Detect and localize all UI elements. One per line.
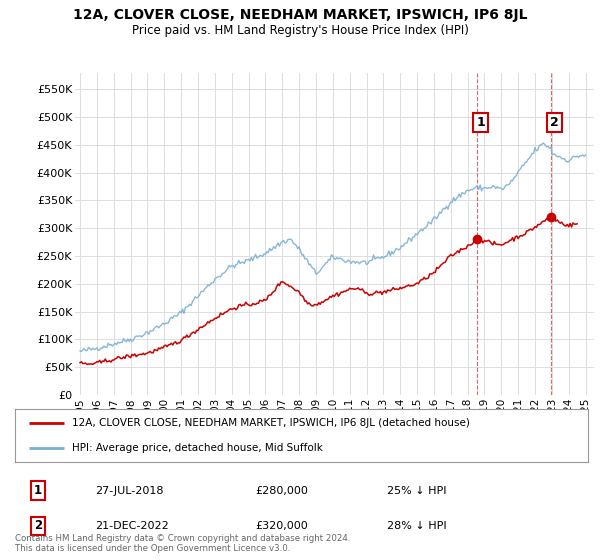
Text: £320,000: £320,000 xyxy=(256,521,308,531)
Text: 2: 2 xyxy=(34,520,42,533)
Text: £280,000: £280,000 xyxy=(256,486,308,496)
Text: Price paid vs. HM Land Registry's House Price Index (HPI): Price paid vs. HM Land Registry's House … xyxy=(131,24,469,37)
Text: Contains HM Land Registry data © Crown copyright and database right 2024.
This d: Contains HM Land Registry data © Crown c… xyxy=(15,534,350,553)
Text: 2: 2 xyxy=(550,116,559,129)
Text: 28% ↓ HPI: 28% ↓ HPI xyxy=(388,521,447,531)
Text: 1: 1 xyxy=(476,116,485,129)
Text: 12A, CLOVER CLOSE, NEEDHAM MARKET, IPSWICH, IP6 8JL (detached house): 12A, CLOVER CLOSE, NEEDHAM MARKET, IPSWI… xyxy=(73,418,470,428)
Text: 25% ↓ HPI: 25% ↓ HPI xyxy=(388,486,447,496)
Text: 27-JUL-2018: 27-JUL-2018 xyxy=(95,486,164,496)
Text: 21-DEC-2022: 21-DEC-2022 xyxy=(95,521,169,531)
Text: 12A, CLOVER CLOSE, NEEDHAM MARKET, IPSWICH, IP6 8JL: 12A, CLOVER CLOSE, NEEDHAM MARKET, IPSWI… xyxy=(73,8,527,22)
Text: 1: 1 xyxy=(34,484,42,497)
Text: HPI: Average price, detached house, Mid Suffolk: HPI: Average price, detached house, Mid … xyxy=(73,442,323,452)
